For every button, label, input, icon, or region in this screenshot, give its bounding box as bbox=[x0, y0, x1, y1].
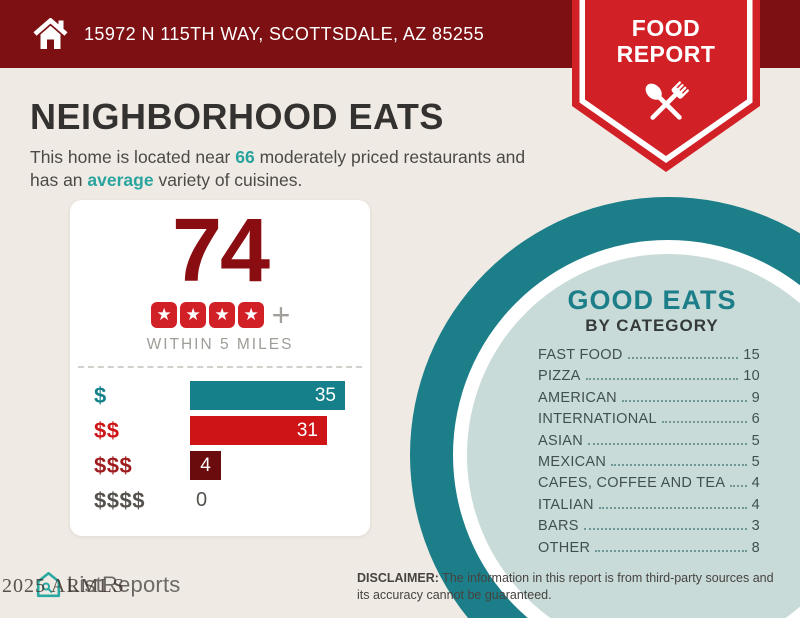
category-circle-inner bbox=[467, 254, 800, 618]
star-icon: ★ bbox=[209, 301, 236, 328]
category-count: 5 bbox=[751, 432, 760, 449]
dotted-leader bbox=[611, 463, 747, 466]
mls-watermark: 2025 ARMLS bbox=[2, 575, 125, 597]
star-icon: ★ bbox=[151, 301, 178, 328]
badge-title-line2: REPORT bbox=[616, 40, 716, 67]
food-report-badge: FOOD REPORT bbox=[572, 0, 760, 172]
category-count: 9 bbox=[751, 389, 760, 406]
dotted-leader bbox=[621, 399, 747, 402]
badge-title: FOOD REPORT bbox=[572, 15, 760, 68]
dotted-leader bbox=[595, 549, 747, 552]
star-rating: ★ ★ ★ ★ + bbox=[70, 296, 370, 333]
eats-score: 74 bbox=[171, 201, 270, 301]
price-level-label: $$ bbox=[94, 417, 120, 443]
dotted-leader bbox=[598, 506, 747, 509]
category-row: ASIAN 5 bbox=[538, 433, 760, 454]
category-row: FAST FOOD 15 bbox=[538, 347, 760, 368]
score-card: 74 ★ ★ ★ ★ + WITHIN 5 MILES $35 $$ 31 $$$ 4 $$$$… bbox=[70, 200, 370, 536]
listreports-wordmark: ListReports bbox=[67, 571, 181, 597]
category-label: ITALIAN bbox=[538, 496, 594, 513]
category-label: OTHER bbox=[538, 539, 591, 556]
price-level-label: $$$$ bbox=[94, 487, 145, 513]
intro-part2: moderately priced restaurants and bbox=[254, 147, 526, 167]
dotted-leader bbox=[583, 528, 747, 531]
home-icon bbox=[32, 17, 69, 51]
dashed-divider bbox=[78, 365, 362, 368]
category-label: CAFES, COFFEE AND TEA bbox=[538, 475, 726, 492]
category-count: 8 bbox=[751, 539, 760, 556]
bar-segment: 31 bbox=[190, 416, 327, 445]
category-label: MEXICAN bbox=[538, 453, 607, 470]
category-label: PIZZA bbox=[538, 368, 581, 385]
category-count: 15 bbox=[743, 347, 760, 363]
bar-track: 0 bbox=[190, 489, 370, 512]
good-eats-subtitle: BY CATEGORY bbox=[585, 316, 719, 335]
price-bar-row: $35 bbox=[70, 378, 370, 413]
bar-zero-value: 0 bbox=[196, 489, 208, 511]
listreports-logo: ListReports bbox=[36, 571, 180, 598]
category-count: 4 bbox=[751, 496, 760, 513]
intro-part3: has an bbox=[30, 170, 88, 191]
intro-text: This home is located near 66 moderately … bbox=[30, 146, 575, 192]
category-count: 6 bbox=[751, 411, 760, 428]
price-bar-row: $$ 31 bbox=[70, 413, 370, 448]
good-eats-title: GOOD EATS bbox=[567, 285, 737, 315]
intro-part4: variety of cuisines. bbox=[153, 170, 303, 191]
price-bar-row: $$$$ 0 bbox=[70, 483, 370, 518]
dotted-leader bbox=[627, 357, 739, 359]
variety-highlight: average bbox=[87, 170, 154, 191]
property-address: 15972 N 115TH WAY, SCOTTSDALE, AZ 85255 bbox=[84, 23, 485, 44]
bar-track: 4 bbox=[190, 451, 370, 480]
disclaimer-label: DISCLAIMER: bbox=[357, 571, 439, 585]
category-row: INTERNATIONAL 6 bbox=[538, 411, 760, 432]
star-icon: ★ bbox=[180, 301, 207, 328]
category-list: FAST FOOD 15 PIZZA 10 AMERICAN 9 INTERNATIONAL… bbox=[538, 347, 760, 561]
radius-caption: WITHIN 5 MILES bbox=[146, 335, 294, 353]
bar-segment: 35 bbox=[190, 381, 345, 410]
dotted-leader bbox=[585, 378, 739, 381]
category-label: ASIAN bbox=[538, 432, 584, 449]
price-bar-chart: $35 $$ 31 $$$ 4 $$$$ 0 bbox=[70, 378, 370, 518]
dotted-leader bbox=[730, 485, 747, 488]
bar-track: 31 bbox=[190, 416, 370, 445]
category-count: 10 bbox=[743, 368, 760, 385]
star-icon: ★ bbox=[238, 301, 265, 328]
category-row: PIZZA 10 bbox=[538, 368, 760, 389]
category-row: MEXICAN 5 bbox=[538, 454, 760, 475]
category-label: FAST FOOD bbox=[538, 347, 623, 363]
dotted-leader bbox=[661, 421, 747, 424]
category-label: BARS bbox=[538, 518, 579, 535]
category-label: AMERICAN bbox=[538, 389, 617, 406]
disclaimer-body: The information in this report is from t… bbox=[357, 571, 774, 602]
price-level-label: $ bbox=[94, 382, 107, 408]
bar-track: 35 bbox=[190, 381, 370, 410]
category-label: INTERNATIONAL bbox=[538, 411, 657, 428]
spoon-fork-icon bbox=[637, 74, 695, 139]
bar-segment: 4 bbox=[190, 451, 221, 480]
category-row: ITALIAN 4 bbox=[538, 497, 760, 518]
plus-sign: + bbox=[271, 296, 291, 333]
disclaimer-text: DISCLAIMER: The information in this repo… bbox=[357, 570, 781, 604]
intro-part1: This home is located near bbox=[30, 147, 236, 167]
category-count: 3 bbox=[751, 518, 760, 535]
category-count: 5 bbox=[751, 453, 760, 470]
badge-shape bbox=[572, 0, 760, 172]
category-row: AMERICAN 9 bbox=[538, 390, 760, 411]
category-row: OTHER 8 bbox=[538, 540, 760, 561]
restaurant-count: 66 bbox=[235, 147, 255, 167]
listreports-house-icon bbox=[36, 571, 61, 598]
dotted-leader bbox=[588, 442, 747, 445]
category-count: 4 bbox=[751, 475, 760, 492]
category-row: CAFES, COFFEE AND TEA 4 bbox=[538, 475, 760, 496]
category-row: BARS 3 bbox=[538, 518, 760, 539]
badge-title-line1: FOOD bbox=[631, 15, 701, 41]
page-title: NEIGHBORHOOD EATS bbox=[30, 96, 444, 137]
price-level-label: $$$ bbox=[94, 452, 133, 478]
price-bar-row: $$$ 4 bbox=[70, 448, 370, 483]
